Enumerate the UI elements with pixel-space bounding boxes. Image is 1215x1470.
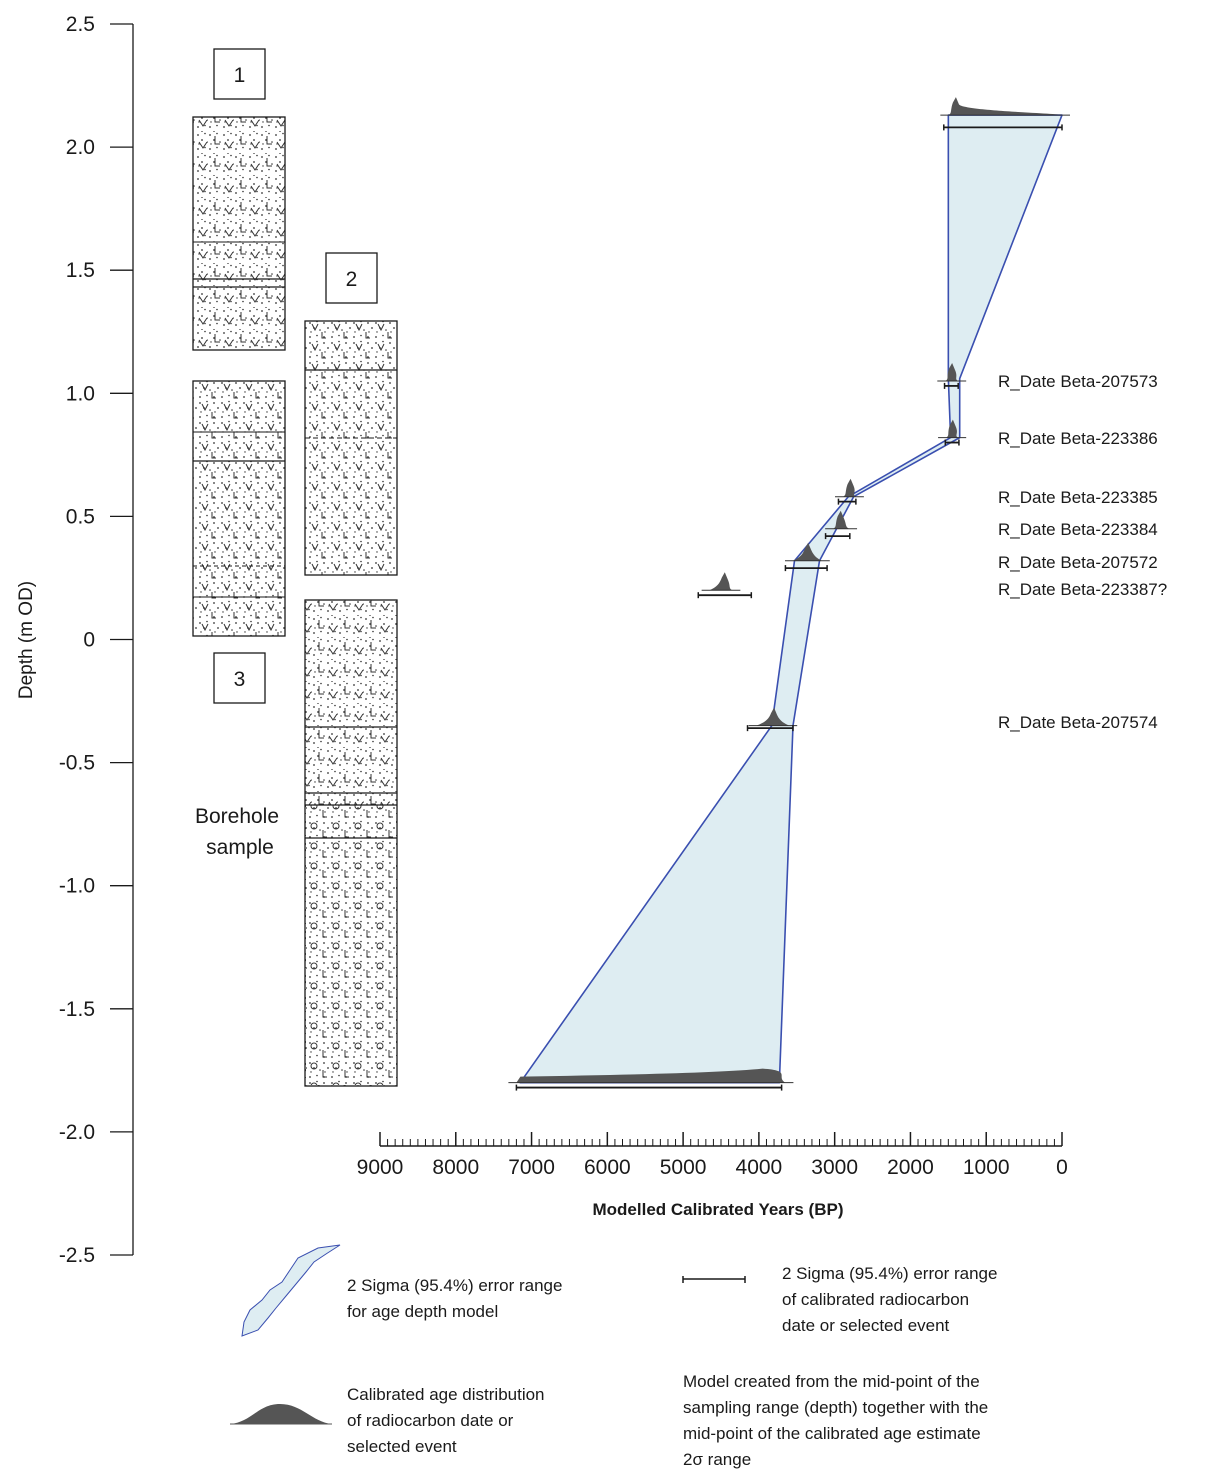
calibrated-distribution bbox=[516, 1068, 786, 1083]
legend-distribution-text: Calibrated age distribution bbox=[347, 1385, 545, 1404]
legend-envelope-text: for age depth model bbox=[347, 1302, 498, 1321]
y-axis-title: Depth (m OD) bbox=[16, 581, 37, 699]
y-axis: 2.5 2.0 1.5 1.0 0.5 0 -0.5 -1.0 -1.5 -2.0 -2.5 Dep… bbox=[16, 13, 134, 1267]
calibrated-distribution bbox=[792, 542, 822, 561]
x-axis: 9000 8000 7000 6000 5000 4000 3000 2000 1000 0 Mo… bbox=[357, 1132, 1068, 1219]
core-2-upper-block bbox=[304, 320, 398, 576]
x-tick-label: 4000 bbox=[736, 1156, 783, 1179]
legend-range-swatch bbox=[682, 1276, 746, 1283]
core-1-upper-block bbox=[192, 116, 286, 351]
y-tick-label: 1.0 bbox=[66, 382, 95, 405]
core-label-2-text: 2 bbox=[346, 268, 358, 291]
y-ticks: 2.5 2.0 1.5 1.0 0.5 0 -0.5 -1.0 -1.5 -2.0 -2.5 bbox=[59, 13, 133, 1267]
y-tick-label: -2.5 bbox=[59, 1244, 95, 1267]
date-label: R_Date Beta-223385 bbox=[998, 488, 1158, 507]
x-ticks: 9000 8000 7000 6000 5000 4000 3000 2000 1000 0 bbox=[357, 1132, 1068, 1179]
date-label: R_Date Beta-207573 bbox=[998, 372, 1158, 391]
legend-note-text: mid-point of the calibrated age estimate bbox=[683, 1424, 981, 1443]
x-tick-label: 3000 bbox=[811, 1156, 858, 1179]
x-tick-label: 6000 bbox=[584, 1156, 631, 1179]
legend-note-text: 2σ range bbox=[683, 1450, 751, 1469]
calibrated-distribution bbox=[948, 97, 1062, 116]
legend-note-text: sampling range (depth) together with the bbox=[683, 1398, 988, 1417]
core-label-2: 2 bbox=[325, 252, 378, 304]
legend-distribution-swatch bbox=[230, 1404, 332, 1424]
calibrated-distribution bbox=[709, 572, 733, 591]
core-label-1-text: 1 bbox=[234, 64, 246, 87]
y-tick-label: 0.5 bbox=[66, 505, 95, 528]
date-label: R_Date Beta-207572 bbox=[998, 553, 1158, 572]
calibrated-distribution bbox=[833, 510, 850, 529]
plot-area bbox=[508, 97, 1070, 1091]
calibrated-distribution bbox=[946, 419, 959, 438]
date-label: R_Date Beta-223387? bbox=[998, 580, 1167, 599]
legend: 2 Sigma (95.4%) error range for age dept… bbox=[230, 1244, 997, 1469]
core-label-1: 1 bbox=[213, 48, 266, 100]
core-2 bbox=[304, 320, 398, 1087]
x-tick-label: 7000 bbox=[508, 1156, 555, 1179]
core-label-3-box bbox=[213, 652, 266, 704]
legend-envelope-swatch bbox=[241, 1244, 341, 1337]
legend-range-text: 2 Sigma (95.4%) error range bbox=[782, 1264, 997, 1283]
x-tick-label: 1000 bbox=[963, 1156, 1010, 1179]
y-tick-label: 2.0 bbox=[66, 136, 95, 159]
date-labels: R_Date Beta-207573 R_Date Beta-223386 R_Da… bbox=[998, 372, 1167, 732]
borehole-label: Borehole bbox=[195, 805, 279, 828]
legend-note-text: Model created from the mid-point of the bbox=[683, 1372, 980, 1391]
legend-range-text: of calibrated radiocarbon bbox=[782, 1290, 969, 1309]
legend-distribution-text: selected event bbox=[347, 1437, 457, 1456]
core-3 bbox=[192, 380, 286, 637]
y-tick-label: 0 bbox=[83, 629, 95, 652]
borehole-label: sample bbox=[206, 836, 274, 859]
calibrated-distribution bbox=[756, 707, 790, 726]
x-tick-label: 8000 bbox=[432, 1156, 479, 1179]
x-axis-title: Modelled Calibrated Years (BP) bbox=[593, 1200, 844, 1219]
x-tick-label: 2000 bbox=[887, 1156, 934, 1179]
y-tick-label: -2.0 bbox=[59, 1121, 95, 1144]
x-tick-label: 9000 bbox=[357, 1156, 404, 1179]
core-label-3: 3 bbox=[213, 652, 266, 704]
sediment-cores: 1 2 3 Borehole sample bbox=[192, 48, 398, 1087]
calibrated-distribution bbox=[945, 362, 959, 381]
legend-envelope-text: 2 Sigma (95.4%) error range bbox=[347, 1276, 562, 1295]
core-1 bbox=[192, 116, 286, 351]
y-tick-label: -1.5 bbox=[59, 998, 95, 1021]
y-tick-label: -0.5 bbox=[59, 752, 95, 775]
core-2-gravel-layer bbox=[306, 805, 396, 1085]
core-label-1-box bbox=[213, 48, 266, 100]
date-label: R_Date Beta-223384 bbox=[998, 520, 1158, 539]
legend-range-text: date or selected event bbox=[782, 1316, 950, 1335]
legend-distribution-text: of radiocarbon date or bbox=[347, 1411, 514, 1430]
x-tick-label: 0 bbox=[1056, 1156, 1068, 1179]
date-label: R_Date Beta-207574 bbox=[998, 713, 1158, 732]
y-tick-label: -1.0 bbox=[59, 875, 95, 898]
y-tick-label: 1.5 bbox=[66, 259, 95, 282]
calibrated-distribution bbox=[843, 478, 856, 497]
y-tick-label: 2.5 bbox=[66, 13, 95, 36]
core-3-block bbox=[192, 380, 286, 637]
core-label-2-box bbox=[325, 252, 378, 304]
date-label: R_Date Beta-223386 bbox=[998, 429, 1158, 448]
model-envelope bbox=[519, 114, 1063, 1084]
x-tick-label: 5000 bbox=[660, 1156, 707, 1179]
core-label-3-text: 3 bbox=[234, 668, 246, 691]
